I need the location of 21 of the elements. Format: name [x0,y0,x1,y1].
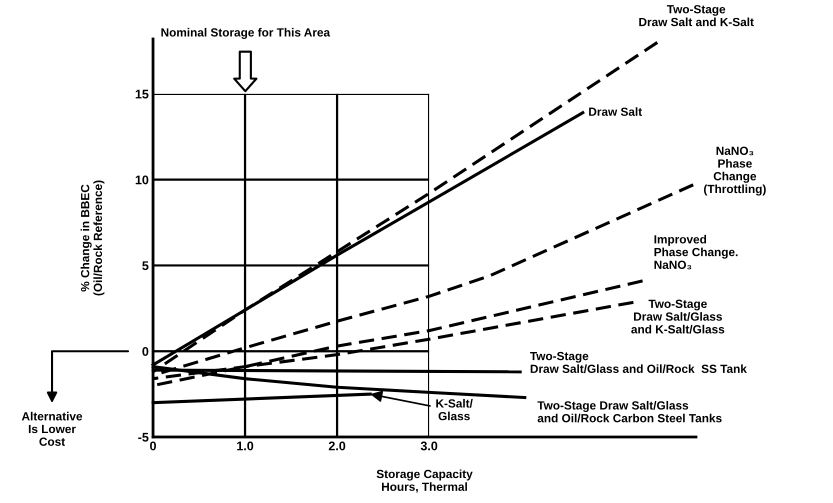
x-tick-label: 3.0 [420,442,438,450]
annotation: K-Salt/ Glass [436,398,473,420]
series-label: Two-Stage Draw Salt/Glass and Oil/Rock Carbon Steel Tanks [537,400,722,422]
series-label: Draw Salt [589,107,642,116]
series-label: Two-Stage Draw Salt/Glass and Oil/Rock SS Tank [530,352,747,374]
y-tick-label: 0 [142,347,148,356]
y-axis-title: % Change in BBEC (Oil/Rock Reference) [80,180,104,296]
text: Alternative Is Lower Cost [22,412,82,446]
series-label: Two-Stage Draw Salt and K-Salt [639,5,754,26]
annotation: Nominal Storage for This Area [161,28,330,39]
x-tick-label: 2.0 [328,442,346,450]
x-tick-label: 1.0 [237,442,254,450]
x-axis-title: Storage Capacity Hours, Thermal [376,469,473,493]
y-tick-label: 10 [136,175,148,184]
series-label: Improved Phase Change. NaNO₃ [654,234,738,270]
y-tick-label: 15 [136,90,149,99]
y-tick-label: -5 [138,432,149,442]
series-label: NaNO₃ Phase Change (Throttling) [704,146,766,196]
series-label: Two-Stage Draw Salt/Glass and K-Salt/Glass [631,300,724,334]
x-tick-label: 0 [150,442,156,450]
y-tick-label: 5 [142,261,149,270]
